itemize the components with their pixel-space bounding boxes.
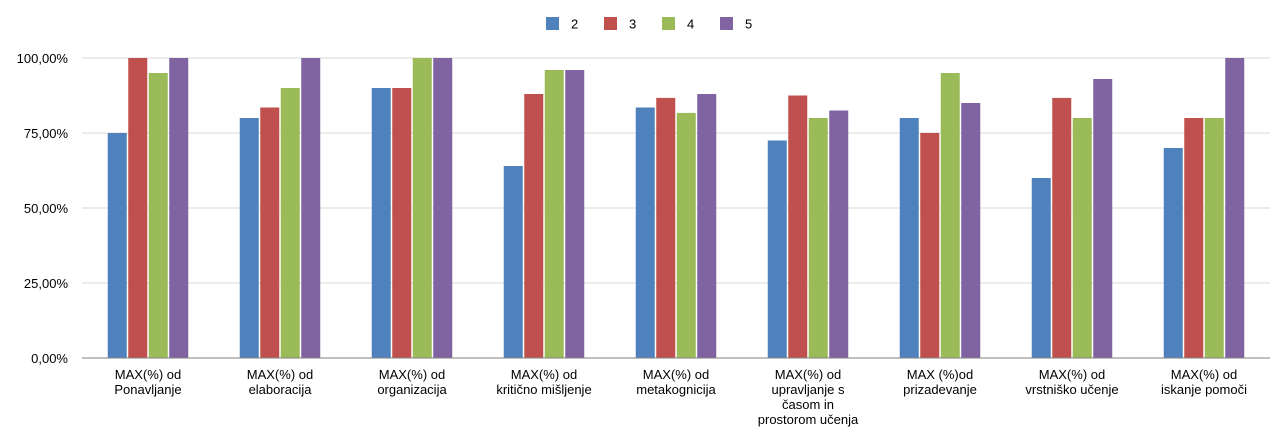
bar-series-2-cat-7: [899, 118, 919, 358]
x-category-label: MAX(%) od upravljanje s časom in prostorom …: [758, 367, 859, 427]
legend-swatch-4: [662, 17, 675, 30]
legend-swatch-3: [604, 17, 617, 30]
bar-series-3-cat-6: [788, 95, 808, 358]
y-tick-label: 75,00%: [24, 126, 69, 141]
bar-series-2-cat-4: [503, 166, 523, 358]
legend-label-4: 4: [687, 17, 694, 32]
bar-series-5-cat-4: [565, 70, 585, 358]
bar-series-4-cat-6: [808, 118, 828, 358]
x-category-label-line: organizacija: [377, 382, 447, 397]
y-tick-label: 25,00%: [24, 276, 69, 291]
legend-label-2: 2: [571, 17, 578, 32]
x-category-label: MAX(%) od kritično mišljenje: [496, 367, 591, 397]
legend-swatch-2: [546, 17, 559, 30]
y-tick-label: 100,00%: [17, 51, 69, 66]
x-category-label: MAX(%) od Ponavljanje: [114, 367, 181, 397]
bar-series-4-cat-9: [1204, 118, 1224, 358]
bar-series-2-cat-1: [107, 133, 127, 358]
x-category-label-line: MAX (%)od: [907, 367, 973, 382]
bar-series-4-cat-5: [676, 112, 696, 359]
bar-series-2-cat-3: [371, 88, 391, 358]
legend-label-5: 5: [745, 17, 752, 32]
y-tick-label: 0,00%: [31, 351, 68, 366]
x-category-label-line: časom in: [782, 397, 834, 412]
x-category-label-line: MAX(%) od: [1171, 367, 1237, 382]
x-category-label-line: vrstniško učenje: [1025, 382, 1118, 397]
x-category-label: MAX(%) od organizacija: [377, 367, 447, 397]
x-category-label-line: metakognicija: [636, 382, 716, 397]
bar-series-4-cat-4: [544, 70, 564, 358]
y-axis-tick-labels: 0,00% 25,00% 50,00% 75,00% 100,00%: [17, 51, 69, 366]
bar-series-3-cat-4: [524, 94, 544, 358]
bar-series-5-cat-7: [961, 103, 981, 358]
x-category-label-line: upravljanje s: [772, 382, 845, 397]
bar-series-5-cat-1: [169, 58, 189, 358]
bars: [107, 58, 1245, 359]
bar-series-5-cat-2: [301, 58, 321, 358]
bar-series-5-cat-9: [1225, 58, 1245, 358]
bar-series-3-cat-7: [920, 133, 940, 358]
x-category-label-line: Ponavljanje: [114, 382, 181, 397]
x-category-label: MAX(%) od iskanje pomoči: [1161, 367, 1247, 397]
bar-series-3-cat-2: [260, 107, 280, 358]
x-category-label-line: iskanje pomoči: [1161, 382, 1247, 397]
x-category-label-line: MAX(%) od: [379, 367, 445, 382]
legend: 2 3 4 5: [546, 17, 752, 32]
x-category-label-line: MAX(%) od: [511, 367, 577, 382]
x-category-label-line: prizadevanje: [903, 382, 977, 397]
legend-label-3: 3: [629, 17, 636, 32]
bar-series-3-cat-9: [1184, 118, 1204, 358]
bar-series-2-cat-6: [767, 140, 787, 358]
legend-swatch-5: [720, 17, 733, 30]
bar-series-2-cat-5: [635, 107, 655, 358]
x-category-label-line: prostorom učenja: [758, 412, 859, 427]
x-category-label-line: kritično mišljenje: [496, 382, 591, 397]
bar-series-4-cat-2: [280, 88, 300, 358]
bar-series-5-cat-6: [829, 110, 849, 358]
x-category-label-line: MAX(%) od: [775, 367, 841, 382]
bar-series-4-cat-1: [148, 73, 168, 358]
bar-series-4-cat-8: [1072, 118, 1092, 358]
bar-series-5-cat-5: [697, 94, 717, 358]
x-category-label-line: MAX(%) od: [115, 367, 181, 382]
bar-series-2-cat-2: [239, 118, 259, 358]
x-category-label-line: MAX(%) od: [643, 367, 709, 382]
y-tick-label: 50,00%: [24, 201, 69, 216]
x-category-label: MAX(%) od metakognicija: [636, 367, 716, 397]
bar-series-3-cat-3: [392, 88, 412, 358]
bar-series-2-cat-8: [1031, 178, 1051, 358]
x-category-label: MAX(%) od elaboracija: [247, 367, 313, 397]
x-category-label: MAX(%) od vrstniško učenje: [1025, 367, 1118, 397]
bar-series-4-cat-3: [412, 58, 432, 358]
x-category-label-line: MAX(%) od: [247, 367, 313, 382]
bar-series-3-cat-8: [1052, 97, 1072, 359]
x-category-label-line: MAX(%) od: [1039, 367, 1105, 382]
bar-series-5-cat-3: [433, 58, 453, 358]
bar-series-5-cat-8: [1093, 79, 1113, 358]
x-category-label: MAX (%)od prizadevanje: [903, 367, 977, 397]
bar-series-3-cat-1: [128, 58, 148, 358]
x-category-label-line: elaboracija: [249, 382, 313, 397]
bar-series-4-cat-7: [940, 73, 960, 358]
bar-series-3-cat-5: [656, 97, 676, 359]
gridlines: [82, 57, 1270, 284]
bar-series-2-cat-9: [1163, 148, 1183, 358]
